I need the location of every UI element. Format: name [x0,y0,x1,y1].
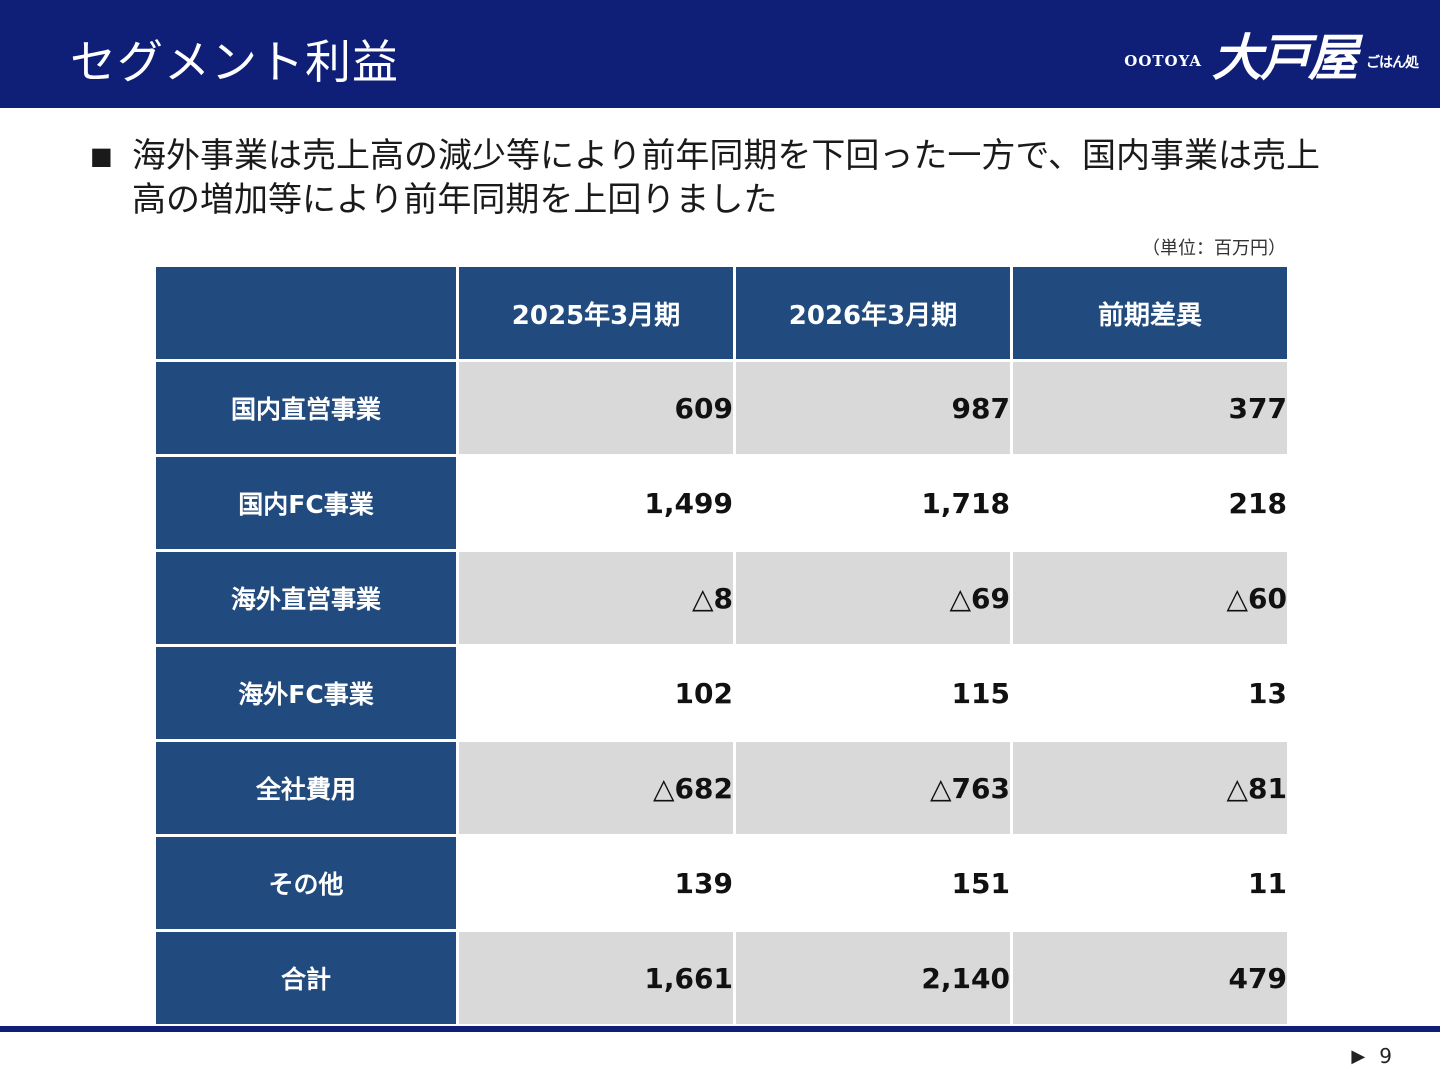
row-label: 海外直営事業 [156,552,456,644]
cell-value: △8 [459,552,733,644]
cell-value: 1,661 [459,932,733,1024]
cell-value: 151 [736,837,1010,929]
cell-value: △81 [1013,742,1287,834]
cell-value: △682 [459,742,733,834]
column-header-fy2026: 2026年3月期 [736,267,1010,359]
header-bar: セグメント利益 OOTOYA 大戸屋 ごはん処 [0,0,1440,108]
column-header-fy2025: 2025年3月期 [459,267,733,359]
row-label: 全社費用 [156,742,456,834]
cell-value: 1,718 [736,457,1010,549]
table-row: 海外直営事業 △8 △69 △60 [156,552,1287,644]
table-corner-cell [156,267,456,359]
table-row: 国内FC事業 1,499 1,718 218 [156,457,1287,549]
summary-bullet: ■ 海外事業は売上高の減少等により前年同期を下回った一方で、国内事業は売上高の増… [90,134,1350,222]
table-header-row: 2025年3月期 2026年3月期 前期差異 [156,267,1287,359]
row-label: 国内FC事業 [156,457,456,549]
cell-value: △60 [1013,552,1287,644]
square-bullet-icon: ■ [90,142,113,170]
page-number: 9 [1379,1044,1392,1068]
cell-value: △763 [736,742,1010,834]
logo-english: OOTOYA [1124,52,1202,70]
cell-value: 218 [1013,457,1287,549]
table-row: その他 139 151 11 [156,837,1287,929]
page-title: セグメント利益 [70,35,399,89]
unit-label: （単位：百万円） [1142,238,1286,259]
cell-value: 139 [459,837,733,929]
table-row: 海外FC事業 102 115 13 [156,647,1287,739]
cell-value: 13 [1013,647,1287,739]
cell-value: 987 [736,362,1010,454]
segment-profit-table: 2025年3月期 2026年3月期 前期差異 国内直営事業 609 987 37… [153,264,1290,1027]
summary-text: 海外事業は売上高の減少等により前年同期を下回った一方で、国内事業は売上高の増加等… [132,136,1320,220]
cell-value: 2,140 [736,932,1010,1024]
play-arrow-icon: ▶ [1351,1045,1366,1067]
cell-value: 102 [459,647,733,739]
row-label: 海外FC事業 [156,647,456,739]
column-header-difference: 前期差異 [1013,267,1287,359]
footer-divider [0,1026,1440,1032]
cell-value: 479 [1013,932,1287,1024]
page-indicator: ▶ 9 [1351,1044,1392,1068]
logo-subtitle: ごはん処 [1366,55,1419,71]
cell-value: 377 [1013,362,1287,454]
row-label: 合計 [156,932,456,1024]
table-row-total: 合計 1,661 2,140 479 [156,932,1287,1024]
cell-value: 11 [1013,837,1287,929]
table-row: 全社費用 △682 △763 △81 [156,742,1287,834]
cell-value: 1,499 [459,457,733,549]
cell-value: 115 [736,647,1010,739]
table-row: 国内直営事業 609 987 377 [156,362,1287,454]
row-label: その他 [156,837,456,929]
cell-value: △69 [736,552,1010,644]
cell-value: 609 [459,362,733,454]
row-label: 国内直営事業 [156,362,456,454]
ootoya-logo: OOTOYA 大戸屋 ごはん処 [1118,0,1419,108]
logo-japanese: 大戸屋 [1212,28,1358,87]
